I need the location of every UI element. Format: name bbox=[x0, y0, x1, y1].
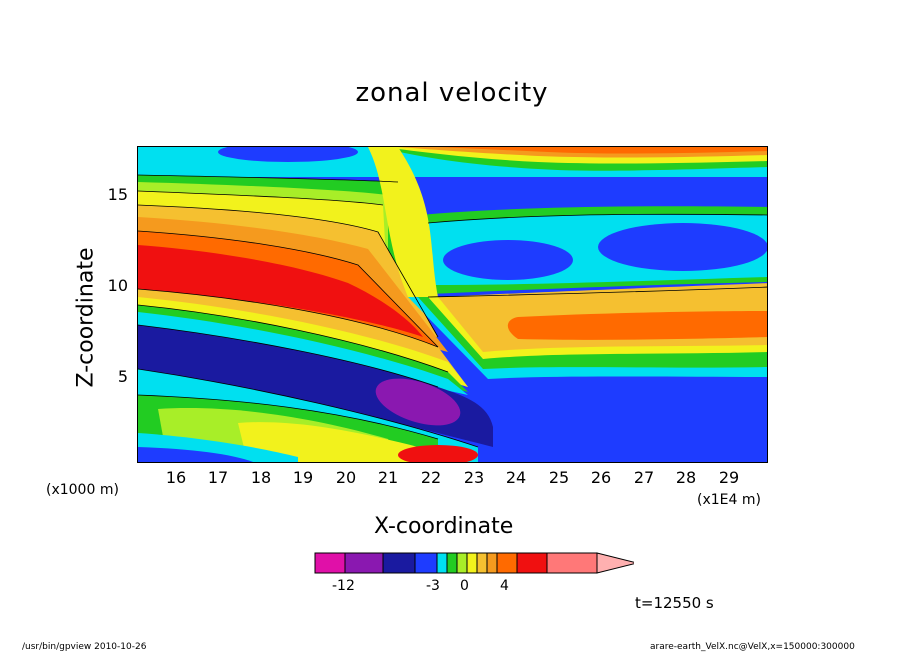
x-unit-label-right: (x1E4 m) bbox=[697, 492, 761, 508]
plot-area bbox=[137, 146, 768, 463]
region-top-blue bbox=[218, 147, 358, 162]
footer-left-text: /usr/bin/gpview 2010-10-26 bbox=[22, 642, 147, 652]
colorbar-swatch bbox=[344, 552, 384, 574]
colorbar-swatch bbox=[436, 552, 448, 574]
x-tick-label: 18 bbox=[250, 468, 272, 487]
colorbar-tick-label: -12 bbox=[332, 578, 355, 594]
x-tick-label: 22 bbox=[420, 468, 442, 487]
contour-line bbox=[427, 286, 767, 298]
x-tick-label: 29 bbox=[718, 468, 740, 487]
region-purple-core bbox=[375, 378, 461, 426]
colorbar-tick-label: 0 bbox=[460, 578, 469, 594]
colorbar-tick-label: -3 bbox=[426, 578, 440, 594]
region-right-upper-blue-1 bbox=[443, 240, 573, 280]
region-top-darkorange bbox=[438, 147, 767, 154]
x-tick-label: 26 bbox=[590, 468, 612, 487]
contour-plot bbox=[138, 147, 767, 462]
x-tick-label: 25 bbox=[548, 468, 570, 487]
contour-line bbox=[138, 190, 384, 206]
colorbar-extend-arrow bbox=[596, 552, 638, 574]
region-lower-yellow bbox=[238, 422, 418, 462]
colorbar-swatch bbox=[466, 552, 478, 574]
colorbar-swatch bbox=[546, 552, 598, 574]
colorbar-swatch bbox=[486, 552, 498, 574]
region-right-upper-blue-2 bbox=[598, 223, 767, 271]
contour-line bbox=[138, 324, 439, 388]
contour-line bbox=[427, 213, 767, 224]
y-tick-label: 10 bbox=[107, 276, 128, 295]
x-tick-label: 24 bbox=[505, 468, 527, 487]
colorbar-swatch bbox=[456, 552, 468, 574]
colorbar-swatch bbox=[476, 552, 488, 574]
x-tick-label: 19 bbox=[292, 468, 314, 487]
colorbar-swatch bbox=[516, 552, 548, 574]
footer-right-text: arare-earth_VelX.nc@VelX,x=150000:300000 bbox=[650, 642, 855, 652]
contour-line bbox=[138, 394, 439, 440]
colorbar-swatches bbox=[314, 552, 638, 574]
colorbar bbox=[314, 552, 638, 580]
region-vertical-yellow-plume bbox=[368, 147, 438, 297]
x-axis-label: X-coordinate bbox=[374, 514, 514, 539]
contour-line bbox=[138, 368, 479, 448]
x-tick-label: 23 bbox=[463, 468, 485, 487]
region-right-darkorange bbox=[507, 311, 767, 340]
y-tick-label: 15 bbox=[107, 185, 128, 204]
region-bottom-red bbox=[398, 445, 478, 462]
y-tick-label: 5 bbox=[117, 367, 128, 386]
colorbar-swatch bbox=[496, 552, 518, 574]
contour-line bbox=[138, 304, 449, 373]
region-left-red bbox=[138, 245, 423, 337]
time-label: t=12550 s bbox=[635, 594, 714, 612]
contour-line bbox=[138, 230, 439, 348]
y-axis-label: Z-coordinate bbox=[73, 247, 99, 388]
x-tick-label: 28 bbox=[675, 468, 697, 487]
colorbar-swatch bbox=[314, 552, 346, 574]
x-tick-label: 27 bbox=[633, 468, 655, 487]
colorbar-swatch bbox=[446, 552, 458, 574]
chart-title: zonal velocity bbox=[355, 78, 549, 108]
x-tick-label: 16 bbox=[165, 468, 187, 487]
colorbar-swatch bbox=[414, 552, 438, 574]
contour-line bbox=[138, 174, 399, 183]
x-tick-label: 17 bbox=[207, 468, 229, 487]
region-bottom-blue bbox=[138, 447, 254, 462]
colorbar-swatch bbox=[382, 552, 416, 574]
x-unit-label-left: (x1000 m) bbox=[46, 482, 119, 498]
contour-line bbox=[138, 288, 439, 348]
contour-line bbox=[138, 204, 439, 338]
x-tick-label: 20 bbox=[335, 468, 357, 487]
x-tick-label: 21 bbox=[377, 468, 399, 487]
colorbar-tick-label: 4 bbox=[500, 578, 509, 594]
